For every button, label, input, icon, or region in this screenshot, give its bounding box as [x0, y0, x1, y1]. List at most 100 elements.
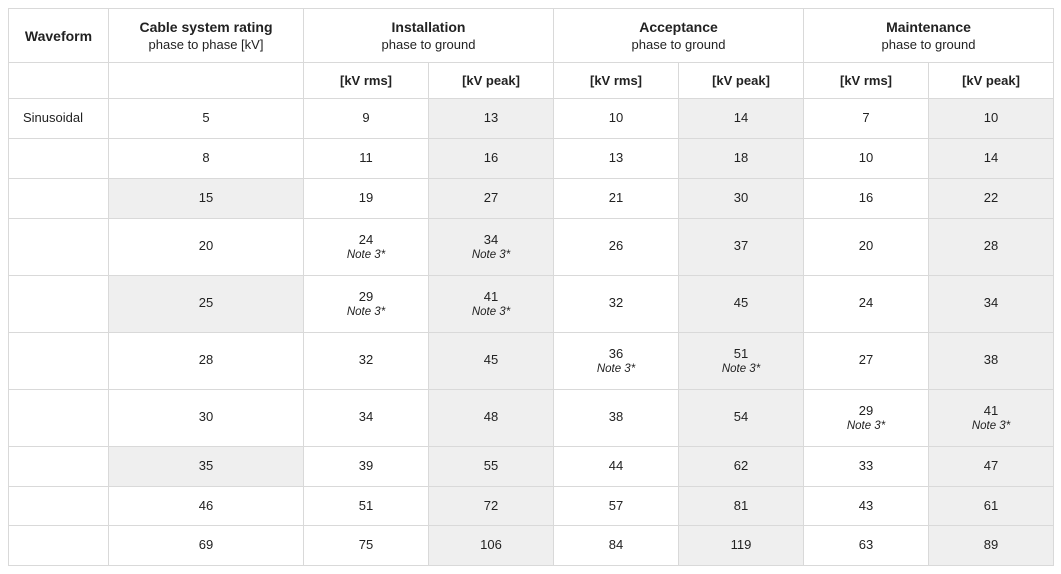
cell-value: 48	[484, 410, 498, 425]
value-cell: 119	[679, 526, 804, 566]
value-cell: 61	[929, 486, 1054, 526]
header-waveform-title: Waveform	[15, 28, 102, 44]
value-cell: 33	[804, 446, 929, 486]
header-maintenance-title: Maintenance	[810, 19, 1047, 35]
value-cell: 13	[554, 138, 679, 178]
header-installation-title: Installation	[310, 19, 547, 35]
table-header: Waveform Cable system rating phase to ph…	[9, 9, 1054, 99]
cell-value: 41	[484, 290, 498, 305]
cell-value: 39	[359, 459, 373, 474]
cell-value: 9	[362, 111, 369, 126]
rating-cell: 15	[109, 178, 304, 218]
value-cell: 14	[929, 138, 1054, 178]
cell-value: 34	[484, 233, 498, 248]
cell-value: 43	[859, 499, 873, 514]
cell-value: 29	[859, 404, 873, 419]
value-cell: 32	[554, 275, 679, 332]
rating-cell: 20	[109, 218, 304, 275]
cell-value: 29	[359, 290, 373, 305]
header-installation-sub: phase to ground	[310, 37, 547, 52]
cell-note: Note 3*	[347, 306, 385, 318]
table-row: 303448385429Note 3*41Note 3*	[9, 389, 1054, 446]
cell-value: 119	[731, 538, 752, 553]
cell-note: Note 3*	[722, 363, 760, 375]
cell-value: 89	[984, 538, 998, 553]
table-row: 2024Note 3*34Note 3*26372028	[9, 218, 1054, 275]
value-cell: 41Note 3*	[429, 275, 554, 332]
cell-value: 46	[199, 499, 213, 514]
cell-value: 45	[484, 353, 498, 368]
rating-cell: 25	[109, 275, 304, 332]
cell-value: 20	[199, 239, 213, 254]
value-cell: 48	[429, 389, 554, 446]
cell-value: 35	[199, 459, 213, 474]
value-cell: 32	[304, 332, 429, 389]
cell-value: 18	[734, 151, 748, 166]
value-cell: 81	[679, 486, 804, 526]
rating-cell: 8	[109, 138, 304, 178]
voltage-table: Waveform Cable system rating phase to ph…	[8, 8, 1054, 566]
subheader-blank-1	[9, 63, 109, 99]
value-cell: 89	[929, 526, 1054, 566]
waveform-cell	[9, 486, 109, 526]
table-row: 6975106841196389	[9, 526, 1054, 566]
cell-value: 13	[609, 151, 623, 166]
table-row: 8111613181014	[9, 138, 1054, 178]
value-cell: 36Note 3*	[554, 332, 679, 389]
header-rating-sub: phase to phase [kV]	[115, 37, 297, 52]
cell-value: 72	[484, 499, 498, 514]
table-row: 28324536Note 3*51Note 3*2738	[9, 332, 1054, 389]
value-cell: 30	[679, 178, 804, 218]
cell-note: Note 3*	[472, 306, 510, 318]
value-cell: 38	[929, 332, 1054, 389]
cell-value: 45	[734, 296, 748, 311]
cell-value: 10	[984, 111, 998, 126]
cell-value: 47	[984, 459, 998, 474]
cell-value: 16	[484, 151, 498, 166]
cell-value: 34	[984, 296, 998, 311]
value-cell: 14	[679, 99, 804, 139]
value-cell: 16	[804, 178, 929, 218]
table-body: Sinusoidal591310147108111613181014151927…	[9, 99, 1054, 566]
cell-value: 7	[862, 111, 869, 126]
cell-value: 14	[734, 111, 748, 126]
value-cell: 55	[429, 446, 554, 486]
value-cell: 84	[554, 526, 679, 566]
value-cell: 54	[679, 389, 804, 446]
cell-value: 21	[609, 191, 623, 206]
cell-value: 30	[199, 410, 213, 425]
value-cell: 45	[429, 332, 554, 389]
cell-note: Note 3*	[597, 363, 635, 375]
header-installation: Installation phase to ground	[304, 9, 554, 63]
cell-value: 84	[609, 538, 623, 553]
cell-value: 51	[734, 347, 748, 362]
cell-value: 30	[734, 191, 748, 206]
value-cell: 10	[929, 99, 1054, 139]
subheader-blank-2	[109, 63, 304, 99]
value-cell: 27	[429, 178, 554, 218]
header-rating: Cable system rating phase to phase [kV]	[109, 9, 304, 63]
cell-value: 28	[199, 353, 213, 368]
waveform-cell	[9, 275, 109, 332]
value-cell: 75	[304, 526, 429, 566]
rating-cell: 69	[109, 526, 304, 566]
cell-value: 26	[609, 239, 623, 254]
cell-value: 16	[859, 191, 873, 206]
value-cell: 19	[304, 178, 429, 218]
cell-value: 51	[359, 499, 373, 514]
value-cell: 10	[554, 99, 679, 139]
table-row: Sinusoidal59131014710	[9, 99, 1054, 139]
subheader-acc-peak: [kV peak]	[679, 63, 804, 99]
header-maintenance: Maintenance phase to ground	[804, 9, 1054, 63]
cell-value: 41	[984, 404, 998, 419]
value-cell: 29Note 3*	[304, 275, 429, 332]
value-cell: 18	[679, 138, 804, 178]
header-maintenance-sub: phase to ground	[810, 37, 1047, 52]
cell-value: 75	[359, 538, 373, 553]
value-cell: 45	[679, 275, 804, 332]
value-cell: 57	[554, 486, 679, 526]
table-row: 15192721301622	[9, 178, 1054, 218]
waveform-cell: Sinusoidal	[9, 99, 109, 139]
subheader-inst-peak: [kV peak]	[429, 63, 554, 99]
value-cell: 47	[929, 446, 1054, 486]
